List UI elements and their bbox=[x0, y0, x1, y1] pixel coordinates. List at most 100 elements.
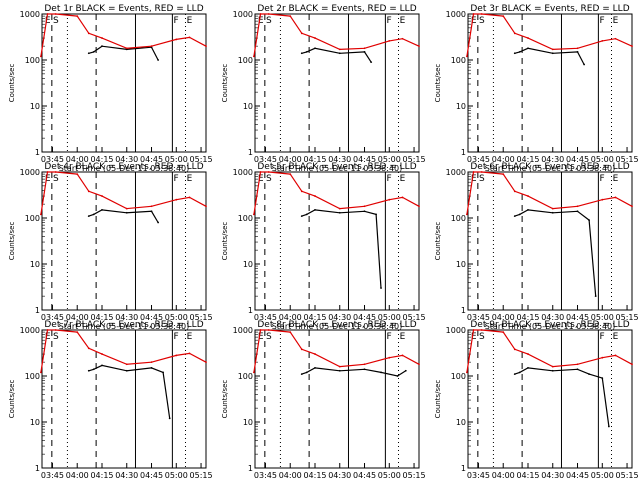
event-marker-letter: E bbox=[471, 332, 477, 342]
event-marker-letter: E bbox=[471, 174, 477, 184]
data-point bbox=[314, 37, 316, 39]
y-tick-label: 100 bbox=[25, 372, 40, 381]
chart-title: Det 1r BLACK = Events, RED = LLD bbox=[44, 4, 203, 14]
event-marker-letter: E bbox=[613, 174, 619, 184]
data-point bbox=[87, 369, 90, 372]
x-axis-label: Start Time (05-Dec-11 03:38:40) bbox=[485, 164, 616, 173]
event-marker-letter: S bbox=[479, 174, 485, 184]
event-marker-letter: E bbox=[471, 16, 477, 26]
data-point bbox=[87, 32, 90, 35]
data-point bbox=[527, 353, 529, 355]
event-marker-letter: E bbox=[400, 332, 406, 342]
data-point bbox=[259, 329, 262, 331]
y-tick-label: 100 bbox=[451, 56, 466, 65]
data-point bbox=[46, 329, 49, 331]
data-point bbox=[338, 52, 341, 55]
event-marker-letter: F bbox=[174, 16, 179, 26]
y-tick-label: 100 bbox=[25, 56, 40, 65]
data-point bbox=[125, 363, 128, 366]
x-tick-label: 04:15 bbox=[303, 313, 326, 322]
series-line-black bbox=[301, 367, 407, 377]
data-point bbox=[614, 196, 617, 199]
x-tick-label: 04:45 bbox=[140, 155, 163, 164]
data-point bbox=[401, 37, 404, 40]
data-point bbox=[338, 207, 341, 210]
y-tick-label: 1000 bbox=[20, 168, 40, 177]
data-point bbox=[631, 205, 633, 208]
data-point bbox=[472, 171, 475, 173]
data-point bbox=[188, 196, 191, 199]
y-tick-label: 10 bbox=[456, 260, 466, 269]
y-tick-label: 10 bbox=[30, 260, 40, 269]
series-line-black bbox=[301, 209, 382, 289]
event-marker-letter: F bbox=[174, 174, 179, 184]
data-point bbox=[39, 371, 42, 374]
event-marker-letter: E bbox=[187, 174, 193, 184]
x-tick-label: 04:30 bbox=[328, 471, 351, 480]
x-tick-label: 05:00 bbox=[591, 155, 614, 164]
chart-title: Det 5r BLACK = Events, RED = LLD bbox=[257, 162, 416, 172]
x-tick-label: 05:00 bbox=[165, 471, 188, 480]
y-tick-label: 10 bbox=[456, 418, 466, 427]
data-point bbox=[594, 295, 597, 298]
event-marker-letter: S bbox=[266, 16, 272, 26]
chart-panel-9: Det 9r BLACK = Events, RED = LLD 1 10 100 10… bbox=[434, 320, 639, 484]
x-tick-label: 05:15 bbox=[616, 313, 639, 322]
x-tick-label: 05:00 bbox=[378, 471, 401, 480]
y-tick-label: 10 bbox=[30, 418, 40, 427]
chart-title: Det 3r BLACK = Events, RED = LLD bbox=[470, 4, 629, 14]
data-point bbox=[305, 50, 308, 53]
data-point bbox=[401, 196, 404, 199]
data-point bbox=[39, 213, 42, 216]
data-point bbox=[465, 55, 468, 58]
y-tick-label: 1000 bbox=[20, 326, 40, 335]
y-tick-label: 100 bbox=[238, 56, 253, 65]
x-tick-label: 05:15 bbox=[190, 313, 213, 322]
y-axis-label: Counts/sec bbox=[221, 380, 229, 419]
x-tick-label: 04:00 bbox=[66, 471, 89, 480]
data-point bbox=[472, 13, 475, 15]
y-tick-label: 10 bbox=[456, 102, 466, 111]
data-point bbox=[92, 368, 95, 371]
data-point bbox=[300, 32, 303, 35]
data-point bbox=[87, 215, 90, 217]
event-marker-letter: S bbox=[53, 332, 59, 342]
data-point bbox=[205, 205, 207, 208]
event-marker-letter: S bbox=[479, 16, 485, 26]
series-line-red bbox=[40, 171, 207, 215]
data-point bbox=[267, 171, 270, 173]
data-point bbox=[614, 37, 617, 40]
y-tick-label: 1 bbox=[248, 464, 253, 473]
data-point bbox=[418, 363, 420, 366]
data-point bbox=[300, 190, 303, 193]
y-axis-label: Counts/sec bbox=[8, 222, 16, 261]
x-axis-label: Start Time (05-Dec-11 03:38:40) bbox=[59, 322, 190, 331]
data-point bbox=[150, 361, 153, 364]
y-axis-label: Counts/sec bbox=[221, 222, 229, 261]
data-point bbox=[252, 55, 255, 58]
data-point bbox=[289, 15, 292, 18]
x-tick-label: 03:45 bbox=[254, 313, 277, 322]
data-point bbox=[305, 371, 308, 374]
x-tick-label: 03:45 bbox=[41, 471, 64, 480]
data-point bbox=[527, 366, 529, 369]
data-point bbox=[54, 13, 57, 15]
data-point bbox=[101, 353, 103, 355]
event-marker-letter: E bbox=[613, 16, 619, 26]
data-point bbox=[101, 195, 103, 197]
data-point bbox=[252, 213, 255, 216]
data-point bbox=[363, 368, 366, 371]
chart-title: Det 2r BLACK = Events, RED = LLD bbox=[257, 4, 416, 14]
y-tick-label: 100 bbox=[25, 214, 40, 223]
data-point bbox=[513, 348, 516, 351]
event-marker-letter: E bbox=[400, 16, 406, 26]
x-tick-label: 04:15 bbox=[516, 471, 539, 480]
data-point bbox=[601, 377, 604, 380]
chart-title: Det 7r BLACK = Events, RED = LLD bbox=[44, 320, 203, 330]
x-tick-label: 05:15 bbox=[190, 155, 213, 164]
chart-panel-8: Det 8r BLACK = Events, RED = LLD 1 10 100 10… bbox=[221, 320, 426, 484]
x-tick-label: 04:45 bbox=[140, 471, 163, 480]
event-marker-letter: E bbox=[258, 174, 264, 184]
plot-frame bbox=[41, 13, 207, 153]
data-point bbox=[205, 361, 207, 364]
